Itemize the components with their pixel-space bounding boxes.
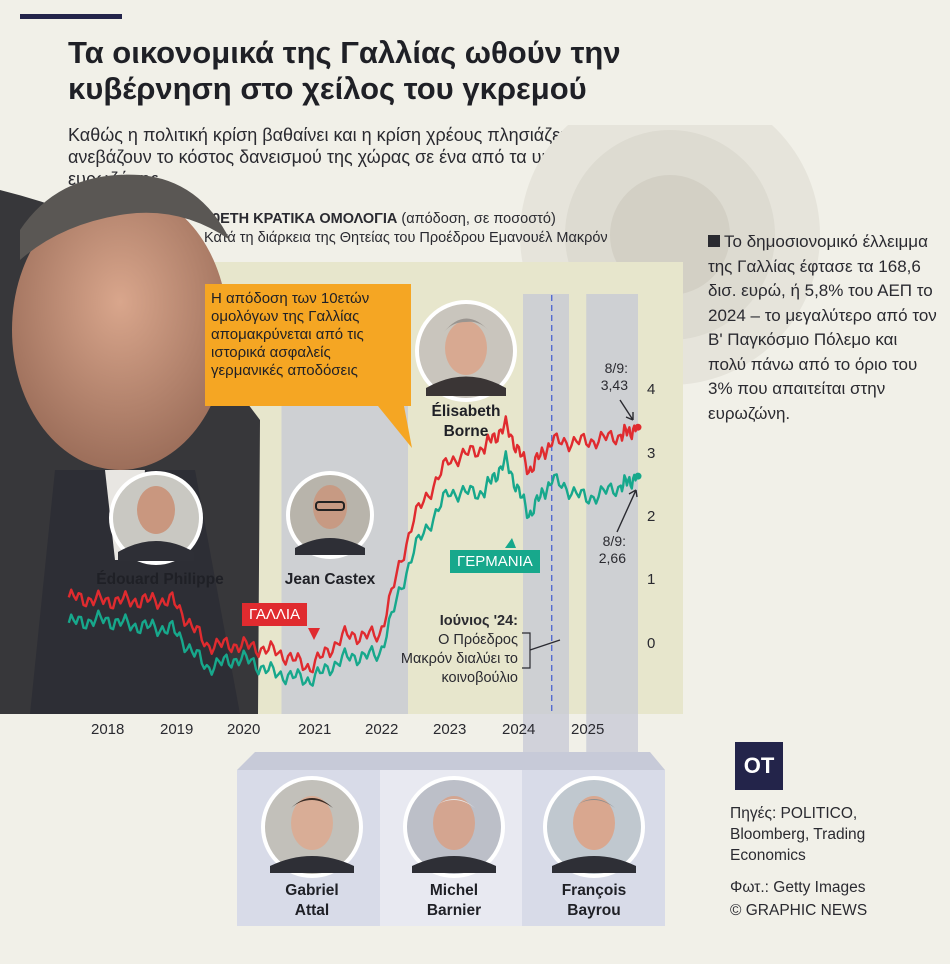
credits: Φωτ.: Getty Images © GRAPHIC NEWS — [730, 876, 940, 922]
x-tick-label: 2023 — [433, 721, 467, 738]
x-tick-label: 2024 — [502, 721, 536, 738]
barnier-portrait — [403, 776, 505, 878]
x-tick-label: 2021 — [298, 721, 332, 738]
y-tick-label: 3 — [647, 445, 656, 462]
germany-yield-line — [67, 450, 639, 687]
macron-photo — [0, 174, 260, 714]
x-tick-label: 2020 — [227, 721, 261, 738]
france-last-arrow — [619, 399, 634, 421]
page-title: Τα οικονομικά της Γαλλίας ωθούν την κυβέ… — [68, 35, 621, 106]
side-note: Το δημοσιονομικό έλλειμμα της Γαλλίας έφ… — [708, 230, 938, 426]
castex-portrait — [286, 471, 374, 559]
june-text: Ο Πρόεδρος Μακρόν διαλύει το κοινοβούλιο — [400, 632, 518, 686]
x-tick-label: 2019 — [160, 721, 194, 738]
sources: Πηγές: POLITICO, Bloomberg, Trading Econ… — [730, 805, 866, 864]
germany-last-value: 8/9: 2,66 — [598, 533, 626, 566]
shaded-term-period — [523, 294, 569, 714]
bullet-square-icon — [708, 235, 720, 247]
france-last-point — [634, 423, 642, 431]
ot-logo: OT — [735, 742, 783, 790]
philippe-portrait — [109, 471, 203, 565]
june-bracket — [522, 632, 561, 669]
attal-portrait — [261, 776, 363, 878]
callout-tail — [378, 406, 412, 448]
pm-name-bayrou: François Bayrou — [561, 882, 627, 919]
france-tag-tail — [308, 628, 320, 640]
pm-name-barnier: Michel Barnier — [426, 882, 482, 919]
france-yield-line — [67, 415, 639, 674]
shaded-term-extension — [586, 714, 638, 752]
x-tick-label: 2022 — [365, 721, 399, 738]
germany-series-tag: ΓΕΡΜΑΝΙΑ — [450, 550, 540, 573]
y-tick-label: 1 — [647, 571, 656, 588]
callout-box: Η απόδοση των 10ετών ομολόγων της Γαλλία… — [205, 284, 411, 406]
germany-last-point — [634, 472, 642, 480]
bayrou-portrait — [543, 776, 645, 878]
chart-note: Κατά τη διάρκεια της Θητείας του Προέδρο… — [204, 230, 608, 246]
side-note-text: Το δημοσιονομικό έλλειμμα της Γαλλίας έφ… — [708, 232, 937, 423]
y-tick-label: 4 — [647, 381, 656, 398]
shaded-term-extension — [523, 714, 569, 752]
borne-portrait — [415, 300, 517, 402]
x-tick-label: 2018 — [91, 721, 125, 738]
pm-name-castex: Jean Castex — [284, 571, 376, 588]
germany-tag-tail — [505, 538, 516, 548]
june-2024-annotation: Ιούνιος '24: Ο Πρόεδρος Μακρόν διαλύει τ… — [398, 612, 518, 688]
pm-name-borne: Élisabeth Borne — [431, 403, 501, 440]
pm-name-attal: Gabriel Attal — [285, 882, 339, 919]
germany-last-arrow — [616, 489, 638, 533]
chart-title: 10ΕΤΗ ΚΡΑΤΙΚΑ ΟΜΟΛΟΓΙΑ — [204, 211, 398, 227]
y-tick-label: 2 — [647, 508, 656, 525]
x-tick-label: 2025 — [571, 721, 605, 738]
chart-unit: (απόδοση, σε ποσοστό) — [401, 211, 556, 227]
chart-header: 10ΕΤΗ ΚΡΑΤΙΚΑ ΟΜΟΛΟΓΙΑ (απόδοση, σε ποσο… — [204, 210, 654, 248]
france-last-value: 8/9: 3,43 — [600, 360, 628, 393]
pm-name-philippe: Édouard Philippe — [96, 571, 224, 588]
top-accent-bar — [20, 14, 122, 19]
graphic-credit: © GRAPHIC NEWS — [730, 902, 868, 919]
june-title: Ιούνιος '24: — [439, 613, 518, 629]
pm-panel-connector — [237, 752, 665, 770]
france-series-tag: ΓΑΛΛΙΑ — [242, 603, 308, 626]
photo-credit: Φωτ.: Getty Images — [730, 879, 866, 896]
y-tick-label: 0 — [647, 635, 656, 652]
